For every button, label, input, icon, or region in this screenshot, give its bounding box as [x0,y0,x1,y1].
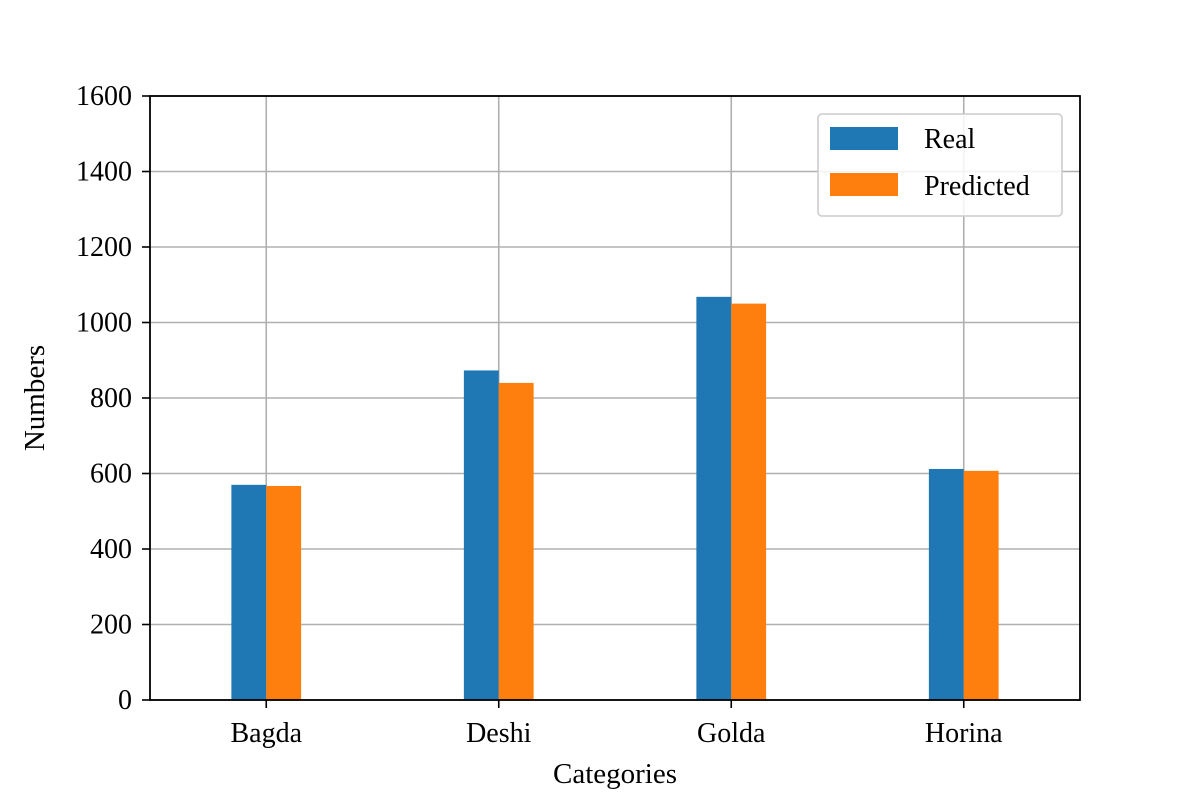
x-axis-title: Categories [553,758,677,790]
y-tick-label: 600 [90,459,132,490]
axis-ticks: 0 200 400 600 800 1000 1200 1400 1600 Bagda Deshi G… [76,81,1003,749]
y-tick-label: 1000 [76,308,132,339]
bar-real-golda [696,296,732,700]
legend-swatch-predicted [830,173,898,196]
bars [231,296,999,700]
y-tick-label: 400 [90,534,132,565]
x-tick-label: Bagda [230,718,302,749]
y-tick-label: 1400 [76,157,132,188]
y-tick-label: 200 [90,610,132,641]
y-tick-label: 0 [118,685,132,716]
legend-label-real: Real [924,124,976,155]
y-tick-label: 1600 [76,81,132,112]
bar-real-horina [928,468,964,700]
bar-real-deshi [463,370,499,700]
bar-predicted-bagda [266,485,302,700]
bar-predicted-deshi [498,382,534,700]
x-tick-label: Horina [925,718,1003,749]
bar-predicted-horina [963,470,999,700]
y-tick-label: 800 [90,383,132,414]
x-tick-label: Golda [697,718,766,749]
bar-real-bagda [231,484,267,700]
legend-label-predicted: Predicted [924,171,1030,202]
legend-swatch-real [830,127,898,150]
x-tick-label: Deshi [466,718,532,749]
bar-predicted-golda [731,303,767,700]
legend: Real Predicted [817,113,1063,217]
y-tick-label: 1200 [76,232,132,263]
y-axis-title: Numbers [19,345,51,451]
